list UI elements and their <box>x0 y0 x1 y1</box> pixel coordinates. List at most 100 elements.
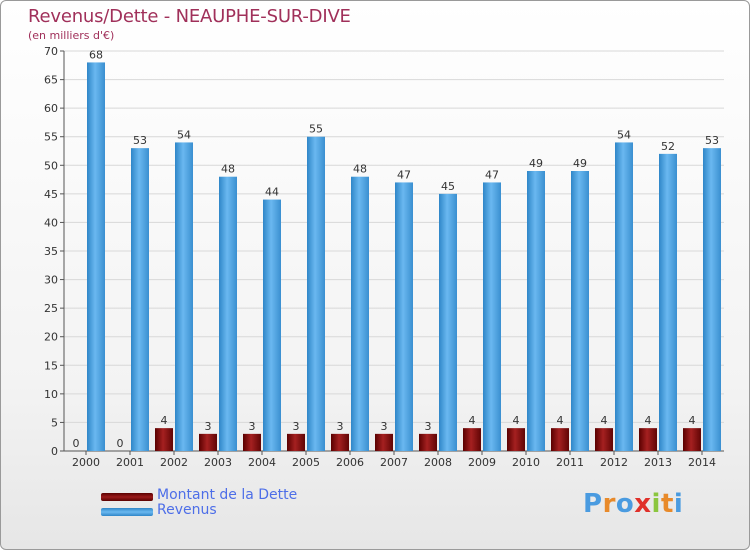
logo-letter: P <box>583 489 603 519</box>
proxiti-logo: Proxiti <box>583 489 683 519</box>
bar-dette <box>683 428 701 451</box>
bar-revenus <box>175 142 193 451</box>
bar-dette <box>419 433 437 451</box>
data-label-dette: 4 <box>645 414 652 427</box>
data-label-revenus: 47 <box>485 168 499 181</box>
data-label-revenus: 52 <box>661 140 675 153</box>
y-tick-label: 20 <box>44 331 58 344</box>
data-label-dette: 3 <box>249 420 256 433</box>
x-tick-label: 2001 <box>116 456 144 469</box>
bar-dette <box>639 428 657 451</box>
x-tick-label: 2008 <box>424 456 452 469</box>
bar-dette <box>551 428 569 451</box>
x-tick-label: 2005 <box>292 456 320 469</box>
bar-revenus <box>483 182 501 451</box>
data-label-dette: 3 <box>293 420 300 433</box>
data-label-dette: 3 <box>337 420 344 433</box>
x-tick-label: 2012 <box>600 456 628 469</box>
bar-revenus <box>439 193 457 451</box>
bar-dette <box>199 433 217 451</box>
data-label-revenus: 68 <box>89 48 103 61</box>
logo-letter: r <box>602 489 616 519</box>
data-label-revenus: 48 <box>353 163 367 176</box>
data-label-dette: 4 <box>601 414 608 427</box>
data-label-revenus: 48 <box>221 163 235 176</box>
bar-revenus <box>395 182 413 451</box>
x-tick-label: 2013 <box>644 456 672 469</box>
logo-letter: i <box>651 489 661 519</box>
bar-dette <box>507 428 525 451</box>
y-tick-label: 15 <box>44 359 58 372</box>
data-label-revenus: 53 <box>133 134 147 147</box>
data-label-revenus: 47 <box>397 168 411 181</box>
y-tick-label: 65 <box>44 74 58 87</box>
y-tick-label: 55 <box>44 131 58 144</box>
bar-dette <box>595 428 613 451</box>
x-tick-label: 2006 <box>336 456 364 469</box>
bar-revenus <box>131 148 149 451</box>
data-label-revenus: 54 <box>617 128 631 141</box>
bar-dette <box>331 433 349 451</box>
y-tick-label: 25 <box>44 302 58 315</box>
bar-dette <box>155 428 173 451</box>
y-tick-label: 40 <box>44 216 58 229</box>
logo-letter: t <box>660 489 674 519</box>
data-label-dette: 4 <box>513 414 520 427</box>
x-tick-label: 2002 <box>160 456 188 469</box>
y-tick-label: 10 <box>44 388 58 401</box>
bar-revenus <box>703 148 721 451</box>
y-tick-label: 30 <box>44 274 58 287</box>
bar-dette <box>375 433 393 451</box>
data-label-revenus: 54 <box>177 128 191 141</box>
bar-dette <box>287 433 305 451</box>
x-tick-label: 2004 <box>248 456 276 469</box>
legend-swatch-revenus <box>101 508 153 516</box>
y-tick-label: 60 <box>44 102 58 115</box>
bar-revenus <box>263 199 281 451</box>
bar-revenus <box>571 171 589 451</box>
data-label-revenus: 55 <box>309 123 323 136</box>
data-label-revenus: 45 <box>441 180 455 193</box>
x-tick-label: 2007 <box>380 456 408 469</box>
bar-dette <box>243 433 261 451</box>
x-tick-label: 2011 <box>556 456 584 469</box>
bar-revenus <box>659 153 677 451</box>
bar-revenus <box>307 136 325 451</box>
data-label-revenus: 44 <box>265 186 279 199</box>
data-label-dette: 3 <box>205 420 212 433</box>
y-tick-label: 0 <box>51 445 58 458</box>
y-tick-label: 45 <box>44 188 58 201</box>
legend-label-dette: Montant de la Dette <box>157 487 298 503</box>
x-tick-label: 2014 <box>688 456 716 469</box>
data-label-dette: 4 <box>161 414 168 427</box>
x-tick-label: 2000 <box>72 456 100 469</box>
chart-title: Revenus/Dette - NEAUPHE-SUR-DIVE <box>28 6 351 27</box>
y-tick-label: 35 <box>44 245 58 258</box>
data-label-revenus: 49 <box>573 157 587 170</box>
bar-revenus <box>219 176 237 451</box>
legend-swatch-dette <box>101 493 153 501</box>
x-tick-label: 2009 <box>468 456 496 469</box>
data-label-revenus: 49 <box>529 157 543 170</box>
legend-label-revenus: Revenus <box>157 502 217 518</box>
data-label-dette: 4 <box>557 414 564 427</box>
data-label-dette: 4 <box>689 414 696 427</box>
logo-letter: x <box>634 489 652 519</box>
bar-revenus <box>87 62 105 452</box>
x-tick-label: 2003 <box>204 456 232 469</box>
data-label-revenus: 53 <box>705 134 719 147</box>
data-label-dette: 3 <box>381 420 388 433</box>
bar-revenus <box>527 171 545 451</box>
y-tick-label: 5 <box>51 416 58 429</box>
logo-letter: i <box>673 489 684 519</box>
y-tick-label: 70 <box>44 45 58 58</box>
bar-revenus <box>351 176 369 451</box>
y-tick-label: 50 <box>44 159 58 172</box>
chart-subtitle: (en milliers d'€) <box>28 29 115 42</box>
bar-dette <box>463 428 481 451</box>
data-label-dette: 4 <box>469 414 476 427</box>
data-label-dette: 0 <box>117 437 124 450</box>
x-tick-label: 2010 <box>512 456 540 469</box>
